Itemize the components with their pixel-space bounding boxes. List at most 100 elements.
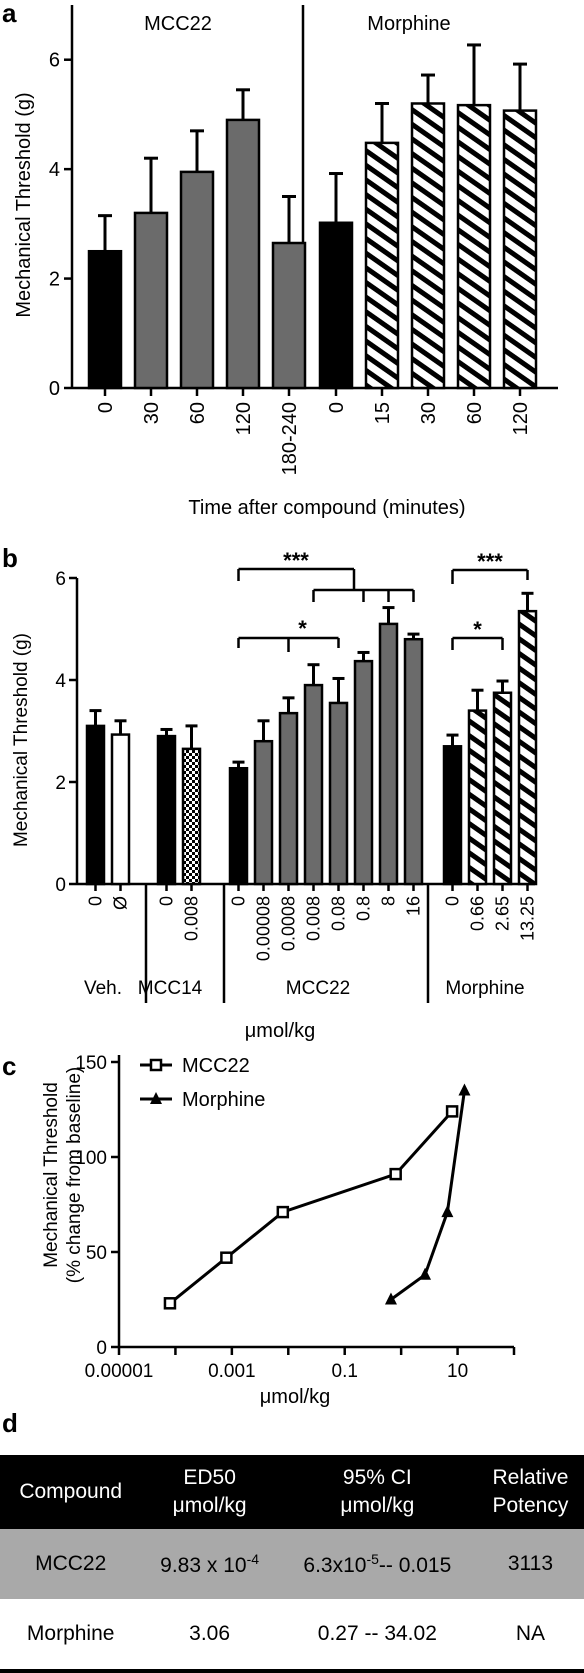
panel-b-xtick-label: 0 [157,896,177,906]
panel-b-group-label-mcc22: MCC22 [286,978,350,999]
panel-letter-c: c [2,1051,16,1081]
table-header-potency: Relative Potency [476,1455,584,1529]
panel-b-xlabel: μmol/kg [245,1020,315,1042]
panel-b-xtick-label: 0 [443,896,463,906]
panel-letter-d: d [2,1408,18,1438]
panel-a-bar [225,118,261,390]
panel-b-ytick-label: 4 [55,671,66,692]
panel-b-ytick-label: 2 [55,773,66,794]
panel-a-xtick-label: 120 [233,402,255,435]
panel-a-xtick-label: 15 [372,402,394,424]
panel-a-bar [179,170,215,390]
panel-b-bar [467,709,488,886]
panel-b-xtick-label: 0.0008 [279,896,299,951]
panel-b-chart: Mechanical Threshold (g) Veh. MCC14 MCC2… [11,548,538,1042]
panel-c-point [445,1105,459,1118]
panel-b-xtick-label: Ø [111,896,131,910]
table-cell-compound: Morphine [0,1599,142,1673]
panel-a-ytick-label: 4 [49,159,60,181]
panel-letter-b: b [2,543,18,573]
panel-c-point [419,1267,432,1280]
panel-b-bar [303,683,324,886]
panel-b-ytick-label: 6 [55,569,66,590]
table-row: MCC22 9.83 x 10-4 6.3x10-5-- 0.015 3113 [0,1529,584,1599]
panel-b-ytick-label: 0 [55,875,66,896]
panel-b-bar [278,711,299,886]
table-header-compound: Compound [0,1455,142,1529]
panel-b-significance-label: *** [283,548,309,573]
panel-a-xtick-label: 60 [464,402,486,424]
panel-c-xtick-label: 0.001 [208,1361,256,1382]
panel-b-bar [110,733,131,886]
panel-b-xtick-label: 0.66 [468,896,488,931]
panel-c-xlabel: μmol/kg [260,1386,330,1408]
panel-a-bar [456,103,492,390]
panel-a-chart: Mechanical Threshold (g) MCC22 Morphine … [13,5,558,519]
panel-c-ylabel-line1: Mechanical Threshold [41,1082,62,1268]
panel-c-xtick-label: 10 [447,1361,468,1382]
panel-c-legend-label: MCC22 [182,1055,250,1077]
table-header-ci: 95% CI μmol/kg [277,1455,477,1529]
panel-c-ytick-label: 50 [86,1243,107,1264]
table-cell-ci: 6.3x10-5-- 0.015 [277,1529,477,1599]
table-cell-ed50: 3.06 [141,1599,278,1673]
potency-table: Compound ED50 μmol/kg 95% CI μmol/kg Relat… [0,1455,584,1673]
panel-b-bar [156,734,177,886]
panel-a-bar [410,102,446,390]
panel-a-group-label-mcc22: MCC22 [144,13,212,35]
panel-b-significance-label: *** [477,549,503,574]
panel-b-significance-label: * [298,616,307,641]
panel-letter-a: a [2,0,17,28]
panel-b-xtick-label: 13.25 [518,896,538,941]
panel-b-xtick-label: 2.65 [493,896,513,931]
panel-a-xtick-label: 60 [187,402,209,424]
panel-a-xtick-label: 30 [141,402,163,424]
table-cell-ed50: 9.83 x 10-4 [141,1529,278,1599]
panel-a-bar [133,211,169,390]
panel-c-legend-label: Morphine [182,1089,265,1111]
panel-b-bar [378,622,399,886]
panel-a-bar [502,109,538,390]
table-cell-potency: 3113 [476,1529,584,1599]
panel-c-point [389,1167,402,1181]
panel-b-xtick-label: 0.08 [329,896,349,931]
panel-a-group-label-morphine: Morphine [367,13,450,35]
panel-b-bar [181,747,202,886]
panel-c-point [220,1251,233,1264]
panel-a-xtick-label: 180-240 [279,402,301,475]
panel-b-bar [442,745,463,886]
panel-c-ytick-label: 0 [96,1338,107,1359]
panel-a-ytick-label: 2 [49,269,60,291]
panel-a-bar [271,241,307,390]
panel-c-series-line [169,1110,454,1305]
panel-b-xtick-label: 0.008 [304,896,324,941]
panel-b-ylabel: Mechanical Threshold (g) [11,633,32,847]
panel-b-xtick-label: 16 [404,896,424,916]
table-cell-compound: MCC22 [0,1529,142,1599]
panel-b-xtick-label: 0.00008 [254,896,274,961]
panel-c-ytick-label: 150 [75,1053,107,1074]
panel-a-xtick-label: 30 [418,402,440,424]
panel-b-bar [253,739,274,886]
panel-b-bar [228,766,249,886]
panel-a-bar [87,249,123,390]
panel-c-legend-marker [150,1092,162,1104]
panel-b-xtick-label: 0 [229,896,249,906]
panel-b-group-label-veh: Veh. [84,978,122,999]
panel-b-bar [328,701,349,886]
table-header-row: Compound ED50 μmol/kg 95% CI μmol/kg Relat… [0,1455,584,1529]
panel-a-xtick-label: 120 [510,402,532,435]
panel-a-ytick-label: 6 [49,50,60,72]
panel-b-group-label-mcc14: MCC14 [138,978,203,999]
table-cell-potency: NA [476,1599,584,1673]
panel-b-xtick-label: 0.8 [354,896,374,921]
panel-c-ytick-label: 100 [75,1148,107,1169]
panel-c-point [163,1297,177,1310]
panel-b-bar [85,724,106,886]
table-cell-ci: 0.27 -- 34.02 [277,1599,477,1673]
panel-a-xtick-label: 0 [95,402,117,413]
panel-a-ylabel: Mechanical Threshold (g) [13,92,35,317]
panel-c-chart: Mechanical Threshold (% change from base… [41,1053,516,1408]
table-row: Morphine 3.06 0.27 -- 34.02 NA [0,1599,584,1673]
panel-c-point [458,1083,471,1096]
